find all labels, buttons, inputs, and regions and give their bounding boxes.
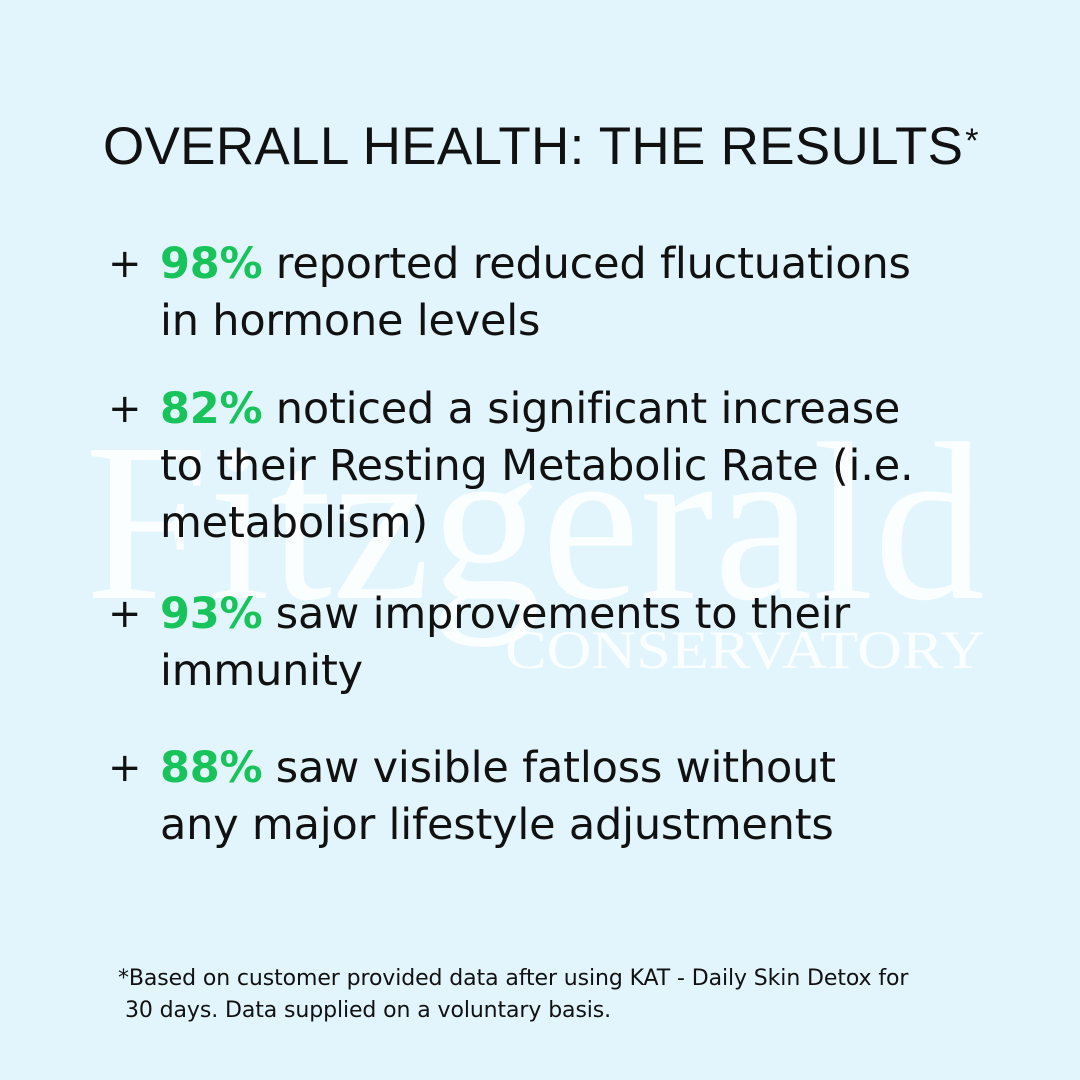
result-line: immunity bbox=[160, 646, 363, 696]
plus-icon: + bbox=[108, 241, 142, 287]
result-percent: 93% bbox=[160, 589, 263, 639]
result-text: 93% saw improvements to their immunity bbox=[160, 586, 990, 700]
footnote: *Based on customer provided data after u… bbox=[118, 963, 998, 1027]
result-line: any major lifestyle adjustments bbox=[160, 800, 834, 850]
result-percent: 98% bbox=[160, 239, 263, 289]
plus-icon: + bbox=[108, 591, 142, 637]
result-line: saw improvements to their bbox=[262, 589, 851, 639]
result-line: in hormone levels bbox=[160, 296, 541, 346]
result-line: reported reduced fluctuations bbox=[262, 239, 911, 289]
result-line: noticed a significant increase bbox=[262, 384, 901, 434]
plus-icon: + bbox=[108, 745, 142, 791]
footnote-line: *Based on customer provided data after u… bbox=[118, 966, 909, 991]
result-percent: 88% bbox=[160, 743, 263, 793]
result-line: metabolism) bbox=[160, 498, 428, 548]
title-text: OVERALL HEALTH: THE RESULTS bbox=[103, 117, 964, 176]
result-line: to their Resting Metabolic Rate (i.e. bbox=[160, 441, 914, 491]
page-title: OVERALL HEALTH: THE RESULTS* bbox=[103, 112, 1023, 182]
footnote-line: 30 days. Data supplied on a voluntary ba… bbox=[125, 998, 612, 1023]
result-text: 88% saw visible fatloss without any majo… bbox=[160, 740, 990, 854]
result-text: 82% noticed a significant increase to th… bbox=[160, 381, 990, 552]
result-percent: 82% bbox=[160, 384, 263, 434]
result-line: saw visible fatloss without bbox=[262, 743, 836, 793]
plus-icon: + bbox=[108, 386, 142, 432]
result-text: 98% reported reduced fluctuations in hor… bbox=[160, 236, 990, 350]
title-asterisk: * bbox=[965, 122, 979, 160]
